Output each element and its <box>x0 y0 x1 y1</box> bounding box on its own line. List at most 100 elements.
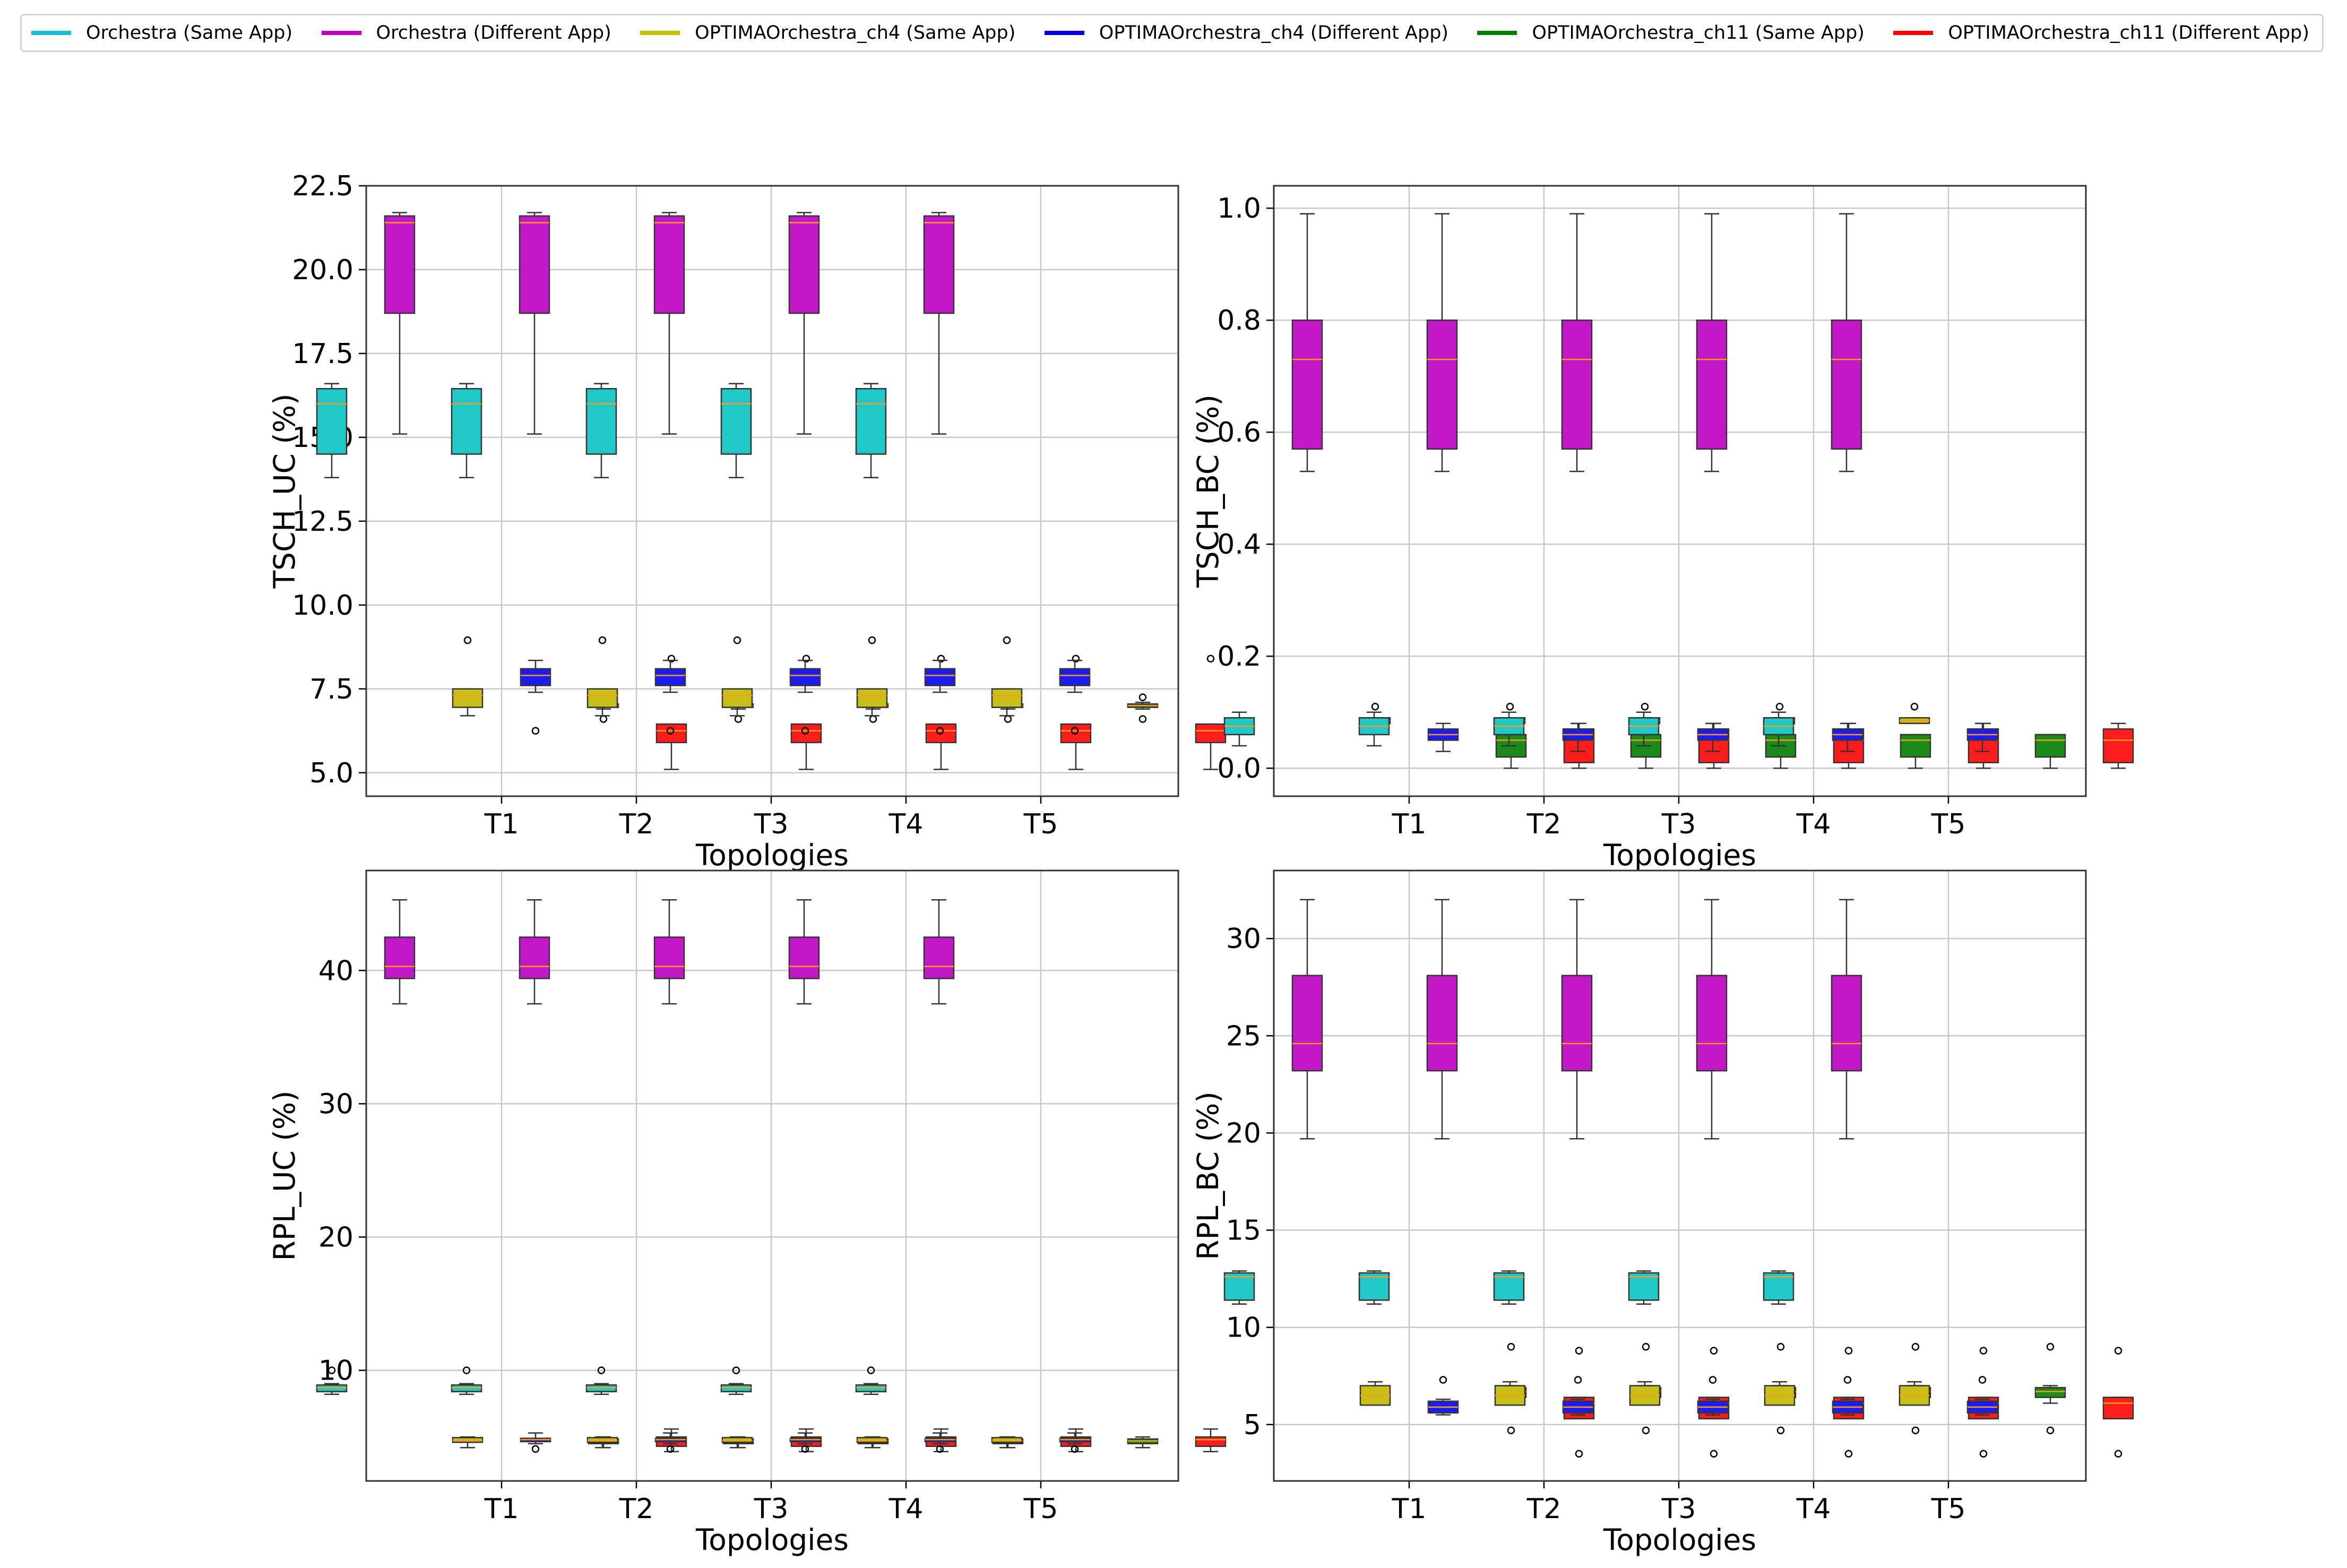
iqr-box <box>519 936 550 979</box>
legend-swatch <box>1477 31 1517 35</box>
box-t4-series-1 <box>1696 899 1728 1140</box>
box-t2-series-0 <box>1358 711 1390 747</box>
outlier-point <box>801 727 809 735</box>
box-t2-series-0 <box>1358 1270 1390 1305</box>
y-tick-label: 30 <box>1226 923 1261 955</box>
box-t5-series-4 <box>1127 1436 1159 1449</box>
outlier-point <box>936 1445 944 1453</box>
box-t4-series-0 <box>1628 1270 1660 1305</box>
y-axis-label: TSCH_BC (%) <box>1191 394 1225 588</box>
box-t5-series-0 <box>1763 711 1794 747</box>
outlier-point <box>732 1366 740 1374</box>
legend-label: Orchestra (Different App) <box>376 22 611 44</box>
outlier-point <box>1775 702 1784 711</box>
box-t5-series-3 <box>1059 659 1091 735</box>
iqr-box <box>451 388 482 455</box>
box-t3-series-0 <box>1493 711 1525 747</box>
outlier-point <box>1979 1450 1988 1458</box>
box-t4-series-0 <box>1628 711 1660 747</box>
outlier-point <box>734 715 743 723</box>
box-t1-series-1 <box>384 899 416 1005</box>
box-t4-series-2 <box>1764 1381 1796 1406</box>
outlier-point <box>1978 1376 1987 1384</box>
outlier-point <box>801 1445 809 1453</box>
y-tick-label: 10 <box>1226 1312 1261 1344</box>
x-axis-label: Topologies <box>695 838 849 872</box>
outlier-point <box>531 1445 540 1453</box>
iqr-box <box>451 1384 482 1393</box>
y-tick-label: 0.2 <box>1217 641 1261 673</box>
box-t4-series-3 <box>924 659 956 735</box>
iqr-box <box>923 215 955 314</box>
chart-legend: Orchestra (Same App) Orchestra (Differen… <box>20 14 2324 52</box>
outlier-point <box>1911 1426 1920 1435</box>
outlier-point <box>597 1366 606 1374</box>
y-tick-label: 20.0 <box>292 254 353 286</box>
iqr-box <box>856 688 888 708</box>
box-t2-series-0 <box>451 383 482 478</box>
box-t1-series-0 <box>316 383 348 478</box>
outlier-point <box>867 1366 875 1374</box>
iqr-box <box>1696 319 1728 450</box>
outlier-point <box>463 636 472 644</box>
box-t2-series-1 <box>1426 213 1458 472</box>
iqr-box <box>788 215 820 314</box>
plot-frame <box>1273 869 2087 1482</box>
box-t5-series-1 <box>923 212 955 435</box>
box-t4-series-3 <box>1832 1376 1863 1416</box>
box-t1-series-2 <box>1359 1381 1391 1406</box>
box-t4-series-3 <box>1832 722 1863 752</box>
iqr-box <box>1195 723 1227 744</box>
x-tick-label: T3 <box>1661 808 1696 840</box>
iqr-box <box>1696 975 1728 1072</box>
iqr-box <box>855 1384 887 1393</box>
outlier-point <box>667 654 676 663</box>
box-t1-series-3 <box>1427 1376 1459 1416</box>
box-t1-series-3 <box>1427 722 1459 752</box>
iqr-box <box>2034 734 2066 758</box>
box-t2-series-3 <box>654 1432 686 1453</box>
x-axis-label: Topologies <box>695 1523 849 1557</box>
x-tick-label: T1 <box>1392 1493 1427 1525</box>
outlier-point <box>1911 1343 1920 1351</box>
iqr-box <box>653 936 685 979</box>
x-axis-label: Topologies <box>1603 1523 1756 1557</box>
iqr-box <box>316 1384 348 1393</box>
outlier-point <box>1910 702 1919 711</box>
x-tick-label: T1 <box>1392 808 1427 840</box>
box-t1-series-2 <box>452 636 484 717</box>
rpl-bc-plot: 5 10 15 20 25 30 T1 T2 T3 T4 T5 Topologies RPL_BC (%… <box>1191 869 2134 1557</box>
iqr-box <box>585 1384 617 1393</box>
outlier-point <box>1776 1343 1785 1351</box>
iqr-box <box>1831 319 1862 450</box>
iqr-box <box>1291 975 1323 1072</box>
outlier-point <box>531 727 540 735</box>
x-tick-label: T5 <box>1023 808 1058 840</box>
iqr-box <box>2102 1397 2134 1420</box>
outlier-point <box>1575 1347 1583 1355</box>
box-t3-series-0 <box>585 1366 617 1395</box>
box-t5-series-0 <box>855 1366 887 1395</box>
outlier-point <box>598 636 607 644</box>
box-t2-series-2 <box>586 636 618 717</box>
iqr-box <box>586 688 618 708</box>
outlier-point <box>666 1445 675 1453</box>
outlier-point <box>1641 702 1649 711</box>
box-t3-series-1 <box>653 899 685 1005</box>
box-t3-series-1 <box>1561 213 1593 472</box>
x-tick-label: T4 <box>1796 1493 1831 1525</box>
outlier-point <box>1710 1347 1718 1355</box>
legend-swatch <box>640 31 680 35</box>
plot-frame <box>365 185 1179 797</box>
outlier-point <box>2046 1343 2055 1351</box>
box-t5-series-4 <box>1127 693 1159 723</box>
x-tick-label: T3 <box>754 1493 789 1525</box>
box-t2-series-3 <box>1562 722 1594 752</box>
outlier-point <box>327 1366 336 1374</box>
y-tick-label: 0.0 <box>1217 753 1261 785</box>
legend-item-ch4-different: OPTIMAOrchestra_ch4 (Different App) <box>1044 22 1448 44</box>
x-tick-label: T2 <box>619 808 654 840</box>
iqr-box <box>2034 1386 2066 1398</box>
y-tick-label: 5 <box>1244 1409 1261 1441</box>
